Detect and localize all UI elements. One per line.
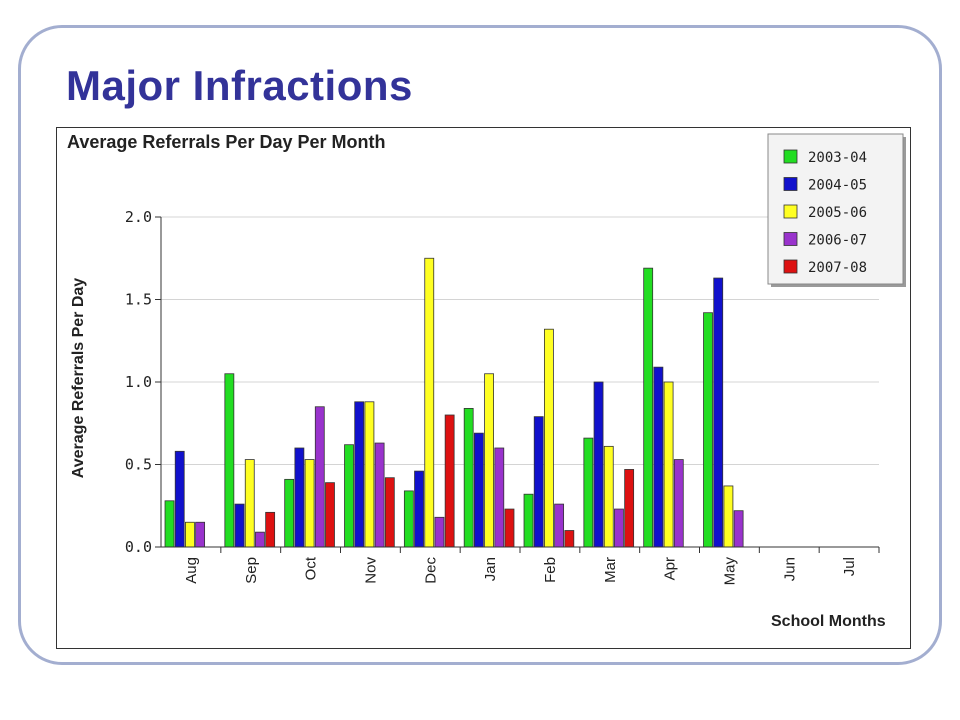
x-tick-label: Mar xyxy=(602,557,619,583)
bar xyxy=(614,508,624,548)
slide-frame xyxy=(18,25,942,665)
bar xyxy=(164,500,175,548)
bar xyxy=(533,416,544,548)
x-tick-label: May xyxy=(721,557,738,586)
y-tick-label: 1.5 xyxy=(125,291,152,309)
x-tick-label: Sep xyxy=(243,557,260,584)
bar xyxy=(554,503,565,548)
legend-swatch xyxy=(783,204,798,219)
bar xyxy=(414,470,424,548)
bar xyxy=(713,277,724,548)
x-tick-label: Nov xyxy=(362,557,379,584)
bar xyxy=(583,437,594,548)
bar xyxy=(304,459,315,548)
legend-swatch xyxy=(783,149,798,164)
x-tick-label: Jun xyxy=(781,557,798,581)
legend-label: 2007-08 xyxy=(808,260,867,276)
bar xyxy=(733,510,744,548)
bar xyxy=(473,432,484,548)
legend-swatch xyxy=(783,177,798,191)
x-tick-label: Jul xyxy=(841,557,858,576)
bar xyxy=(643,267,654,548)
bar-layer xyxy=(164,257,744,548)
bar xyxy=(673,459,684,548)
y-axis-label: Average Referrals Per Day xyxy=(70,278,87,479)
bar-chart: 0.0 0.5 1.0 1.5 2.0 Aug Sep Oct Nov Dec Jan Feb Mar A… xyxy=(67,132,906,630)
bar xyxy=(185,521,195,548)
bar xyxy=(294,447,305,548)
bar xyxy=(504,508,515,548)
bar xyxy=(444,414,455,548)
x-tick-label: Apr xyxy=(662,557,679,580)
bar xyxy=(463,407,474,548)
bar xyxy=(603,445,614,548)
bar xyxy=(234,503,245,548)
bar xyxy=(544,328,554,548)
y-tick-label: 1.0 xyxy=(125,373,152,391)
chart-container: 0.0 0.5 1.0 1.5 2.0 Aug Sep Oct Nov Dec Jan Feb Mar A… xyxy=(56,127,911,649)
legend-label: 2006-07 xyxy=(808,233,867,249)
bar xyxy=(424,257,435,548)
bar xyxy=(314,406,325,548)
bar xyxy=(344,444,354,548)
x-axis-label: School Months xyxy=(771,613,886,630)
legend-swatch xyxy=(783,259,798,274)
bar xyxy=(364,401,375,548)
bar xyxy=(244,459,255,548)
bar xyxy=(174,450,185,548)
x-tick-label: Dec xyxy=(422,557,439,584)
bar xyxy=(484,373,494,548)
slide-title: Major Infractions xyxy=(66,62,413,109)
bar xyxy=(523,493,534,548)
legend-label: 2004-05 xyxy=(808,178,867,194)
bar xyxy=(224,373,235,548)
bar xyxy=(593,381,604,548)
bar xyxy=(624,469,635,548)
bar xyxy=(653,366,664,548)
axis-layer: 0.0 0.5 1.0 1.5 2.0 Aug Sep Oct Nov Dec Jan Feb Mar A… xyxy=(125,208,880,586)
bar xyxy=(564,530,575,548)
x-tick-label: Feb xyxy=(542,557,559,583)
bar xyxy=(255,531,265,548)
bar xyxy=(403,490,414,548)
y-tick-label: 0.5 xyxy=(125,456,152,474)
legend-swatch xyxy=(783,232,798,246)
x-tick-label: Aug xyxy=(183,557,200,584)
legend-label: 2005-06 xyxy=(808,205,867,221)
y-tick-label: 0.0 xyxy=(125,538,152,556)
y-tick-label: 2.0 xyxy=(125,208,152,226)
bar xyxy=(374,442,385,548)
x-tick-label: Oct xyxy=(303,556,320,580)
chart-title: Average Referrals Per Day Per Month xyxy=(67,132,385,152)
bar xyxy=(354,401,365,548)
bar xyxy=(325,482,335,548)
bar xyxy=(284,478,295,548)
bar xyxy=(434,516,445,548)
legend-label: 2003-04 xyxy=(808,150,867,166)
x-tick-label: Jan xyxy=(482,557,499,581)
bar xyxy=(265,511,276,548)
legend: 2003-04 2004-05 2005-06 2006-07 2007-08 xyxy=(767,133,906,287)
grid-layer xyxy=(161,216,879,465)
bar xyxy=(195,521,206,548)
bar xyxy=(663,381,674,548)
bar xyxy=(494,447,505,548)
bar xyxy=(703,312,713,548)
bar xyxy=(723,485,734,548)
bar xyxy=(384,477,395,548)
